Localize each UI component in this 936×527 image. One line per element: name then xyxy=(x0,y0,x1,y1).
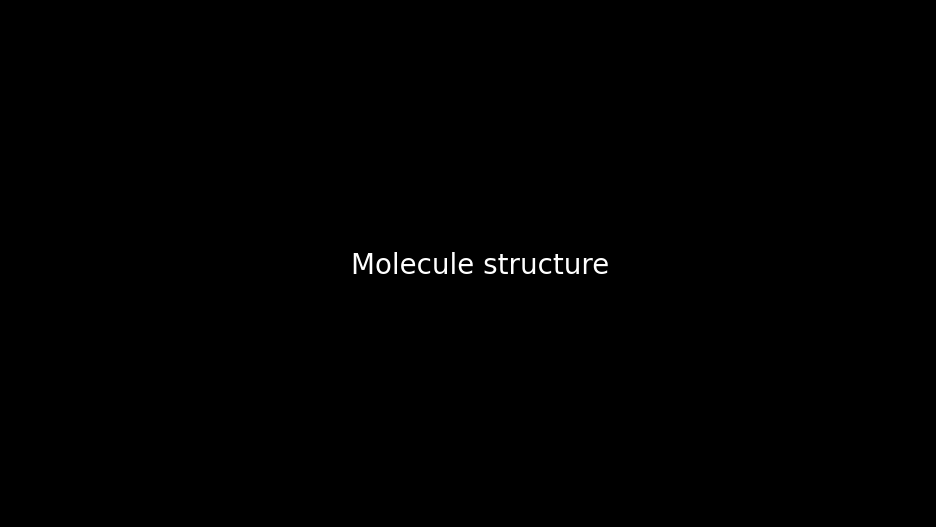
Text: Molecule structure: Molecule structure xyxy=(351,252,608,280)
